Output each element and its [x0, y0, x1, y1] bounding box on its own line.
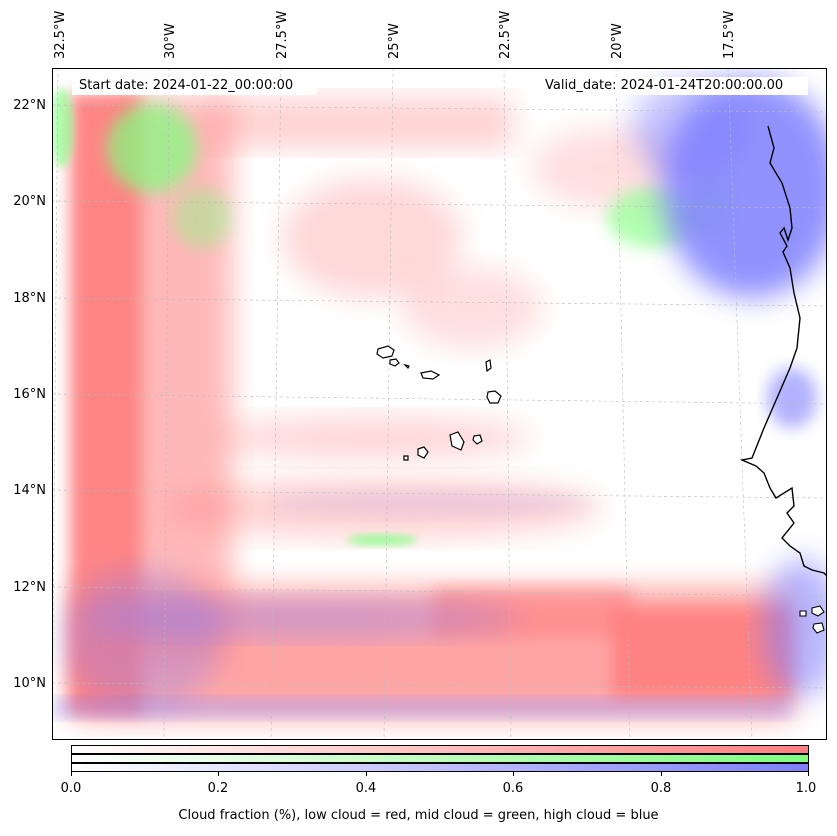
- guinea-coast-islands: [799, 605, 825, 634]
- africa-coastline: [739, 125, 827, 577]
- colorbar-tickmark: [808, 772, 809, 776]
- lon-label-20w: 20°W: [610, 23, 625, 59]
- lon-label-32-5w: 32.5°W: [53, 10, 68, 59]
- lat-label-20n: 20°N: [13, 194, 46, 209]
- lat-label-16n: 16°N: [13, 387, 46, 402]
- colorbar-tick-label: 1.0: [795, 781, 817, 796]
- colorbar-tick-label: 0.6: [502, 781, 524, 796]
- start-date-label: Start date: 2024-01-22_00:00:00: [79, 78, 294, 93]
- lat-label-14n: 14°N: [13, 483, 46, 498]
- lat-label-12n: 12°N: [13, 580, 46, 595]
- colorbar-caption: Cloud fraction (%), low cloud = red, mid…: [178, 808, 659, 823]
- colorbar: [71, 745, 809, 772]
- colorbar-tick-label: 0.4: [355, 781, 377, 796]
- lat-label-18n: 18°N: [13, 291, 46, 306]
- cloud-fraction-map[interactable]: [52, 68, 827, 740]
- colorbar-tick-label: 0.0: [60, 781, 82, 796]
- colorbar-low-cloud: [71, 745, 809, 754]
- colorbar-tickmark: [661, 772, 662, 776]
- lon-label-27-5w: 27.5°W: [275, 10, 290, 59]
- lon-label-22-5w: 22.5°W: [498, 10, 513, 59]
- colorbar-tick-label: 0.8: [650, 781, 672, 796]
- colorbar-mid-cloud: [71, 754, 809, 763]
- colorbar-tickmark: [218, 772, 219, 776]
- colorbar-high-cloud: [71, 763, 809, 772]
- lon-label-17-5w: 17.5°W: [722, 10, 737, 59]
- colorbar-tickmark: [366, 772, 367, 776]
- valid-date-box: [538, 77, 808, 95]
- colorbar-tickmark: [71, 772, 72, 776]
- cape-verde-islands: [376, 345, 502, 461]
- colorbar-tick-label: 0.2: [207, 781, 229, 796]
- lon-label-25w: 25°W: [387, 23, 402, 59]
- colorbar-tickmark: [513, 772, 514, 776]
- graticule: [52, 68, 827, 740]
- lon-label-30w: 30°W: [163, 23, 178, 59]
- valid-date-label: Valid_date: 2024-01-24T20:00:00.00: [545, 78, 784, 93]
- lat-label-22n: 22°N: [13, 98, 46, 113]
- lat-label-10n: 10°N: [13, 676, 46, 691]
- start-date-box: [72, 77, 317, 95]
- map-frame: [52, 68, 827, 740]
